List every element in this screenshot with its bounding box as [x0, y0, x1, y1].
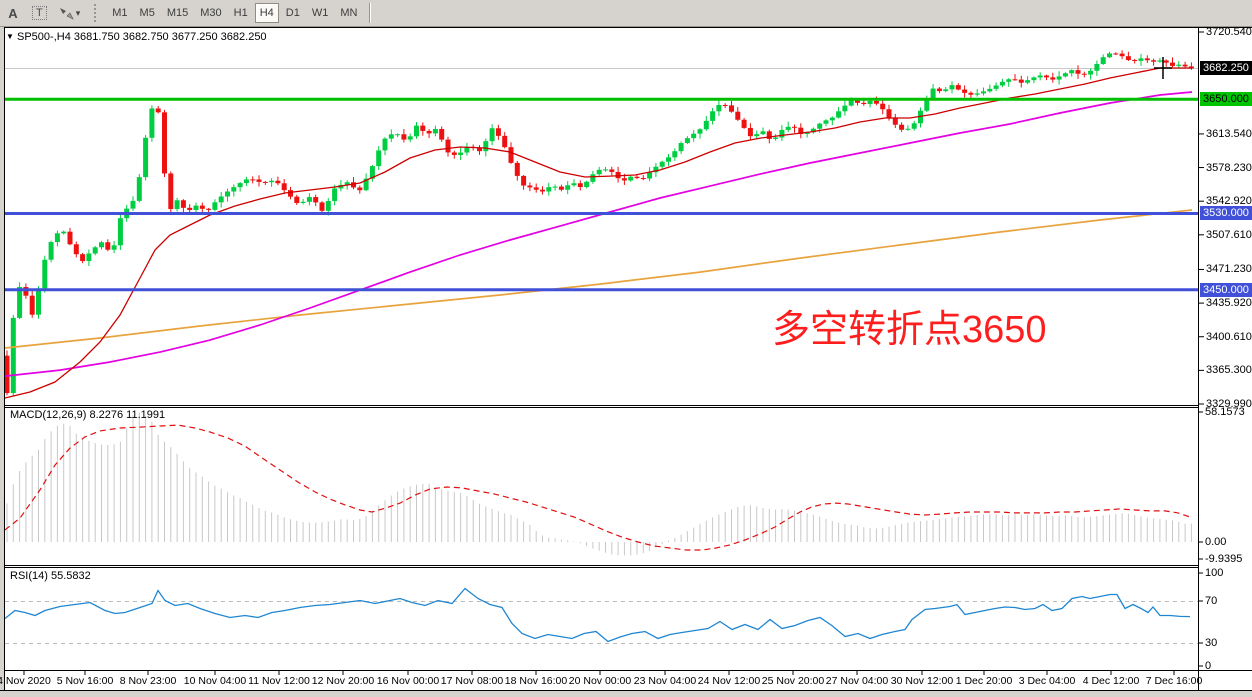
timeframe-button-h1[interactable]: H1: [229, 3, 253, 23]
timeframe-button-m5[interactable]: M5: [135, 3, 160, 23]
toolbar-grip-handle[interactable]: [94, 4, 100, 22]
timeframe-button-group: M1 M5 M15 M30 H1 H4 D1 W1 MN: [106, 3, 363, 23]
timeframe-button-w1[interactable]: W1: [307, 3, 334, 23]
text-box-tool-button[interactable]: T: [27, 3, 52, 23]
text-label-tool-button[interactable]: A: [1, 3, 25, 23]
chart-canvas[interactable]: [5, 27, 1252, 691]
toolbar: A T ▾ M1 M5 M15 M30 H1 H4 D1 W1 MN: [0, 0, 1252, 27]
timeframe-button-m15[interactable]: M15: [162, 3, 193, 23]
text-frame-icon: T: [32, 6, 47, 20]
arrow-objects-button[interactable]: ▾: [54, 3, 86, 23]
chevron-down-icon: ▾: [75, 7, 81, 18]
timeframe-button-h4[interactable]: H4: [254, 3, 279, 23]
toolbar-separator: [369, 3, 371, 23]
timeframe-button-mn[interactable]: MN: [335, 3, 362, 23]
window-bottom-edge: [0, 691, 1252, 697]
arrow-objects-icon: [59, 7, 74, 20]
timeframe-button-m1[interactable]: M1: [107, 3, 132, 23]
timeframe-button-m30[interactable]: M30: [195, 3, 226, 23]
timeframe-button-d1[interactable]: D1: [281, 3, 305, 23]
